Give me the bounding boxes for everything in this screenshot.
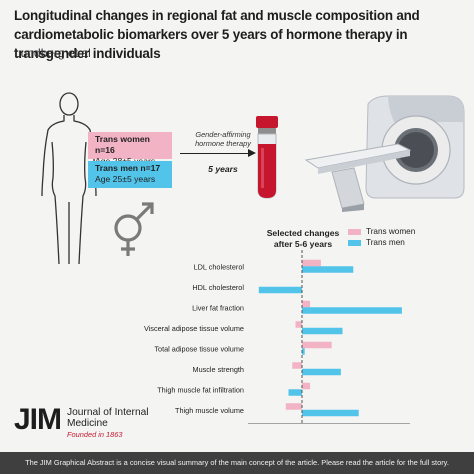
blood-tube-icon [256,116,278,199]
category-label: Liver fat fraction [192,303,244,312]
chart-title: Selected changes after 5-6 years [266,228,340,249]
cohort-men-label: Trans men n=17 [95,163,161,173]
bar-trans-men [302,327,343,335]
therapy-label: Gender-affirming hormone therapy [195,130,251,148]
bar-chart: LDL cholesterol HDL cholesterol Liver fat … [144,250,410,424]
bar-trans-women [302,300,311,308]
page-title: Longitudinal changes in regional fat and… [14,8,420,61]
bar-trans-women [295,321,302,328]
chart-legend: Trans women Trans men [348,226,415,248]
bar-trans-women [292,362,302,369]
category-label: Thigh muscle volume [175,406,244,415]
bar-trans-men [258,286,302,294]
legend-label-women: Trans women [366,227,416,236]
cohort-men-age: Age 25±5 years [95,174,156,184]
bar-trans-men [302,266,354,273]
journal-founded: Founded in 1863 [67,430,123,439]
cohort-women-label: Trans women n=16 [95,134,150,155]
bar-trans-men [302,409,359,417]
person-silhouette-icon [41,92,97,265]
legend-swatch-men [348,239,361,246]
legend-item-trans-women: Trans women [348,226,415,237]
therapy-arrow [180,153,250,154]
cohort-trans-women: Trans women n=16 Age 28±5 years [88,132,172,166]
jim-logo-text: JIM [14,403,62,436]
bar-trans-women [302,259,321,267]
legend-swatch-women [348,228,361,235]
category-label: HDL cholesterol [192,283,244,292]
gender-symbol-icon [114,202,154,256]
category-label: Thigh muscle fat infiltration [157,385,244,394]
bar-trans-men [302,368,341,376]
cohort-trans-men: Trans men n=17 Age 25±5 years [88,161,172,188]
authors: Lundberg et al [14,46,91,60]
category-label: Total adipose tissue volume [154,344,244,353]
category-label: Visceral adipose tissue volume [144,324,244,333]
legend-item-trans-men: Trans men [348,237,415,248]
arrow-head-icon [248,149,256,157]
therapy-duration: 5 years [208,164,238,174]
footer-note: The JIM Graphical Abstract is a concise … [0,452,474,474]
bar-trans-women [302,341,332,349]
category-label: LDL cholesterol [194,262,245,271]
bar-trans-women [285,403,302,410]
bar-trans-men [302,348,305,355]
legend-label-men: Trans men [366,238,405,247]
category-label: Muscle strength [192,365,244,374]
bar-trans-men [288,389,302,396]
ct-scanner-icon [304,95,465,212]
bar-trans-men [302,307,402,314]
bar-trans-women [302,382,311,390]
journal-name: Journal of Internal Medicine [67,407,149,429]
